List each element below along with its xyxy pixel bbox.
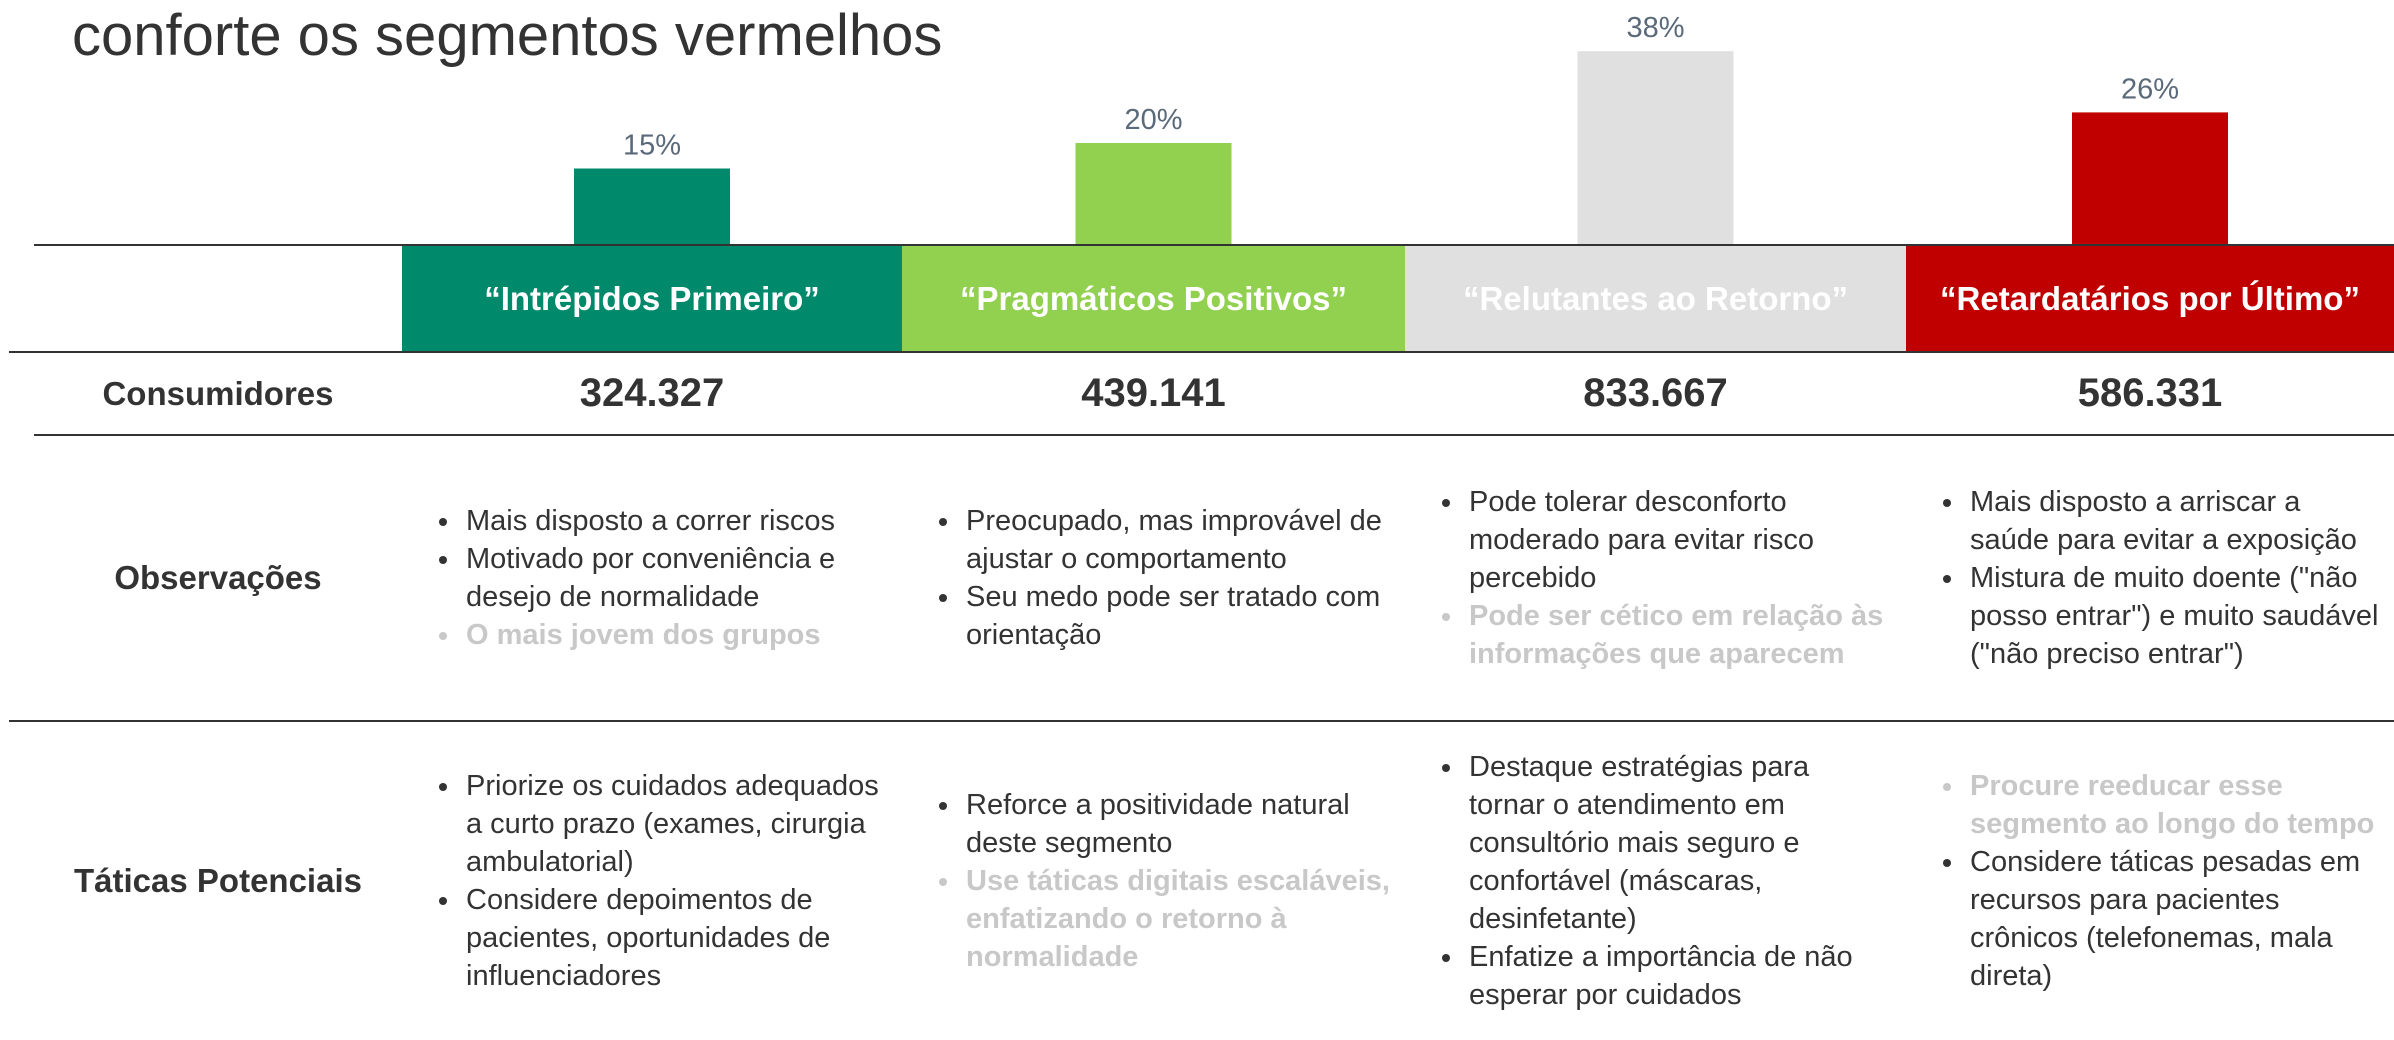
- bullet-item: Mistura de muito doente ("não posso entr…: [1966, 559, 2380, 673]
- bullet-item: Considere táticas pesadas em recursos pa…: [1966, 843, 2380, 995]
- row-label: Táticas Potenciais: [74, 861, 362, 899]
- bullet-cell: Pode tolerar desconforto moderado para e…: [1405, 435, 1906, 721]
- row-label: Observações: [114, 559, 322, 596]
- bullet-cell: Mais disposto a correr riscosMotivado po…: [402, 435, 902, 721]
- bullet-cell: Destaque estratégias para tornar o atend…: [1405, 721, 1906, 1040]
- bar-value-label: 26%: [2121, 73, 2179, 105]
- bullet-item: Reforce a positividade natural deste seg…: [962, 786, 1391, 862]
- bullet-cell: Reforce a positividade natural deste seg…: [902, 721, 1405, 1040]
- bullet-list: Pode tolerar desconforto moderado para e…: [1431, 483, 1892, 673]
- bar-value-label: 38%: [1626, 12, 1684, 44]
- bullet-item: Procure reeducar esse segmento ao longo …: [1966, 767, 2380, 843]
- bullet-item: Preocupado, mas improvável de ajustar o …: [962, 502, 1391, 578]
- bullet-item: Mais disposto a arriscar a saúde para ev…: [1966, 483, 2380, 559]
- bullet-cell: Procure reeducar esse segmento ao longo …: [1906, 721, 2394, 1040]
- bullet-list: Mais disposto a correr riscosMotivado po…: [428, 502, 888, 654]
- segment-header: “Intrépidos Primeiro”: [402, 245, 902, 352]
- bullet-item: Destaque estratégias para tornar o atend…: [1465, 748, 1892, 938]
- bullet-item: Considere depoimentos de pacientes, opor…: [462, 881, 888, 995]
- bullet-item: Mais disposto a correr riscos: [462, 502, 888, 540]
- slide-title: conforte os segmentos vermelhos: [72, 3, 943, 68]
- number-cell: 833.667: [1583, 371, 1728, 415]
- bar-value-label: 15%: [623, 130, 681, 162]
- segment-header: “Pragmáticos Positivos”: [902, 245, 1405, 352]
- bullet-list: Mais disposto a arriscar a saúde para ev…: [1932, 483, 2380, 673]
- bar-value-label: 20%: [1124, 104, 1182, 136]
- bullet-list: Priorize os cuidados adequados a curto p…: [428, 767, 888, 995]
- bar: [1577, 51, 1734, 246]
- bullet-item: Priorize os cuidados adequados a curto p…: [462, 767, 888, 881]
- bullet-list: Preocupado, mas improvável de ajustar o …: [928, 502, 1391, 654]
- segment-header: “Retardatários por Último”: [1906, 245, 2394, 352]
- number-cell: 586.331: [2077, 371, 2223, 415]
- segment-header: “Relutantes ao Retorno”: [1405, 245, 1906, 352]
- bullet-item: Motivado por conveniência e desejo de no…: [462, 540, 888, 616]
- bullet-cell: Preocupado, mas improvável de ajustar o …: [902, 435, 1405, 721]
- bullet-cell: Priorize os cuidados adequados a curto p…: [402, 721, 902, 1040]
- bullet-list: Destaque estratégias para tornar o atend…: [1431, 748, 1892, 1014]
- bullet-item: Pode ser cético em relação às informaçõe…: [1465, 597, 1892, 673]
- bullet-item: Use táticas digitais escaláveis, enfatiz…: [962, 862, 1391, 976]
- bullet-item: O mais jovem dos grupos: [462, 616, 888, 654]
- bullet-item: Enfatize a importância de não esperar po…: [1465, 938, 1892, 1014]
- bullet-list: Procure reeducar esse segmento ao longo …: [1932, 767, 2380, 995]
- bar: [1075, 143, 1232, 245]
- bullet-cell: Mais disposto a arriscar a saúde para ev…: [1906, 435, 2394, 721]
- bullet-item: Seu medo pode ser tratado com orientação: [962, 578, 1391, 654]
- number-cell: 324.327: [579, 371, 725, 415]
- number-cell: 439.141: [1081, 371, 1226, 415]
- bar: [574, 168, 730, 245]
- bullet-item: Pode tolerar desconforto moderado para e…: [1465, 483, 1892, 597]
- row-label: Consumidores: [102, 374, 334, 412]
- bullet-list: Reforce a positividade natural deste seg…: [928, 786, 1391, 976]
- bar: [2072, 112, 2228, 246]
